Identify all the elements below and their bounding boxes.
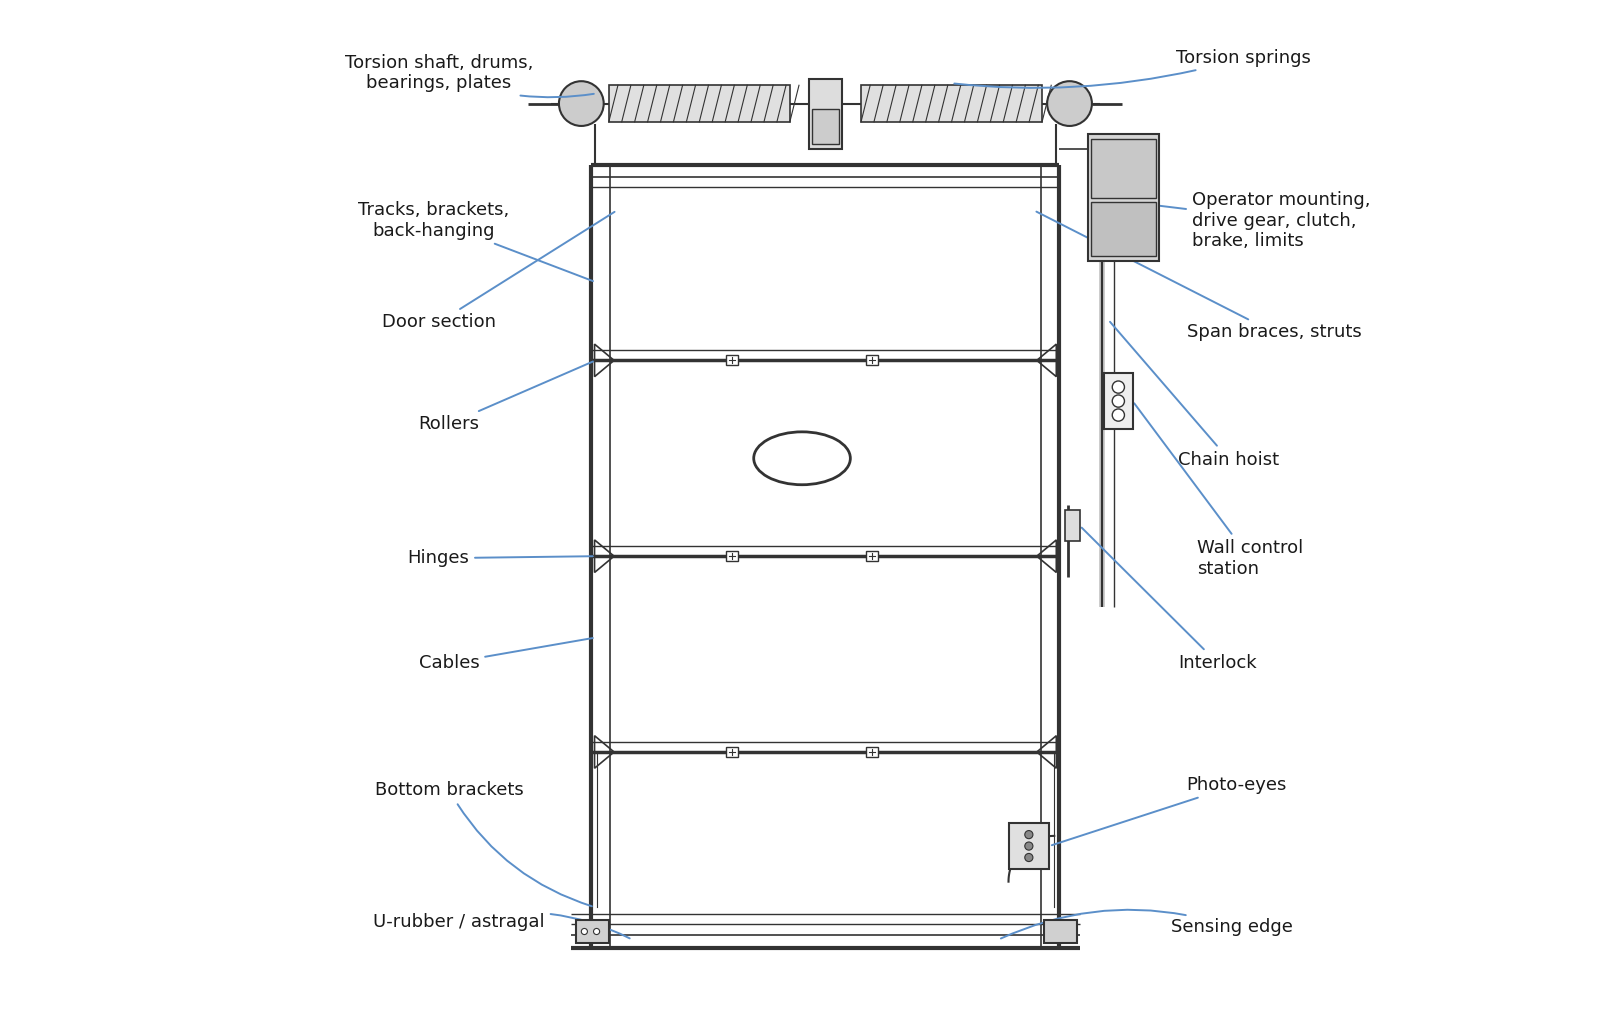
Text: Wall control
station: Wall control station [1134,403,1302,577]
Text: Photo-eyes: Photo-eyes [1051,776,1286,845]
Text: Door section: Door section [382,211,614,331]
Polygon shape [726,552,738,561]
Polygon shape [866,552,878,561]
Circle shape [594,929,600,934]
Polygon shape [726,746,738,757]
Polygon shape [726,356,738,365]
Polygon shape [866,356,878,365]
Text: Torsion shaft, drums,
bearings, plates: Torsion shaft, drums, bearings, plates [344,54,594,97]
Text: Interlock: Interlock [1082,528,1258,672]
Text: Torsion springs: Torsion springs [954,48,1312,88]
Polygon shape [1104,373,1133,429]
Circle shape [558,81,603,126]
Text: Cables: Cables [419,638,594,672]
Text: Sensing edge: Sensing edge [1002,909,1293,938]
Text: Rollers: Rollers [419,362,594,433]
Circle shape [1112,409,1125,421]
Polygon shape [861,86,1042,122]
Text: Chain hoist: Chain hoist [1110,322,1280,468]
Polygon shape [866,746,878,757]
Circle shape [1024,842,1034,851]
Polygon shape [608,86,790,122]
Text: Bottom brackets: Bottom brackets [374,781,592,906]
Polygon shape [810,79,842,149]
Text: Hinges: Hinges [408,550,592,567]
Circle shape [1024,831,1034,838]
Polygon shape [1091,202,1155,256]
Text: Operator mounting,
drive gear, clutch,
brake, limits: Operator mounting, drive gear, clutch, b… [1096,191,1370,251]
Circle shape [581,929,587,934]
Polygon shape [1045,921,1077,942]
Polygon shape [1008,823,1050,869]
Circle shape [1024,854,1034,862]
Polygon shape [1088,134,1158,261]
Circle shape [1046,81,1091,126]
Polygon shape [1091,139,1155,198]
Text: Span braces, struts: Span braces, struts [1037,211,1362,341]
Circle shape [1112,395,1125,407]
Polygon shape [813,108,838,144]
Polygon shape [576,921,608,942]
Text: Tracks, brackets,
back-hanging: Tracks, brackets, back-hanging [358,201,594,281]
Polygon shape [1066,510,1080,541]
Text: U-rubber / astragal: U-rubber / astragal [373,913,630,938]
Circle shape [1112,381,1125,393]
